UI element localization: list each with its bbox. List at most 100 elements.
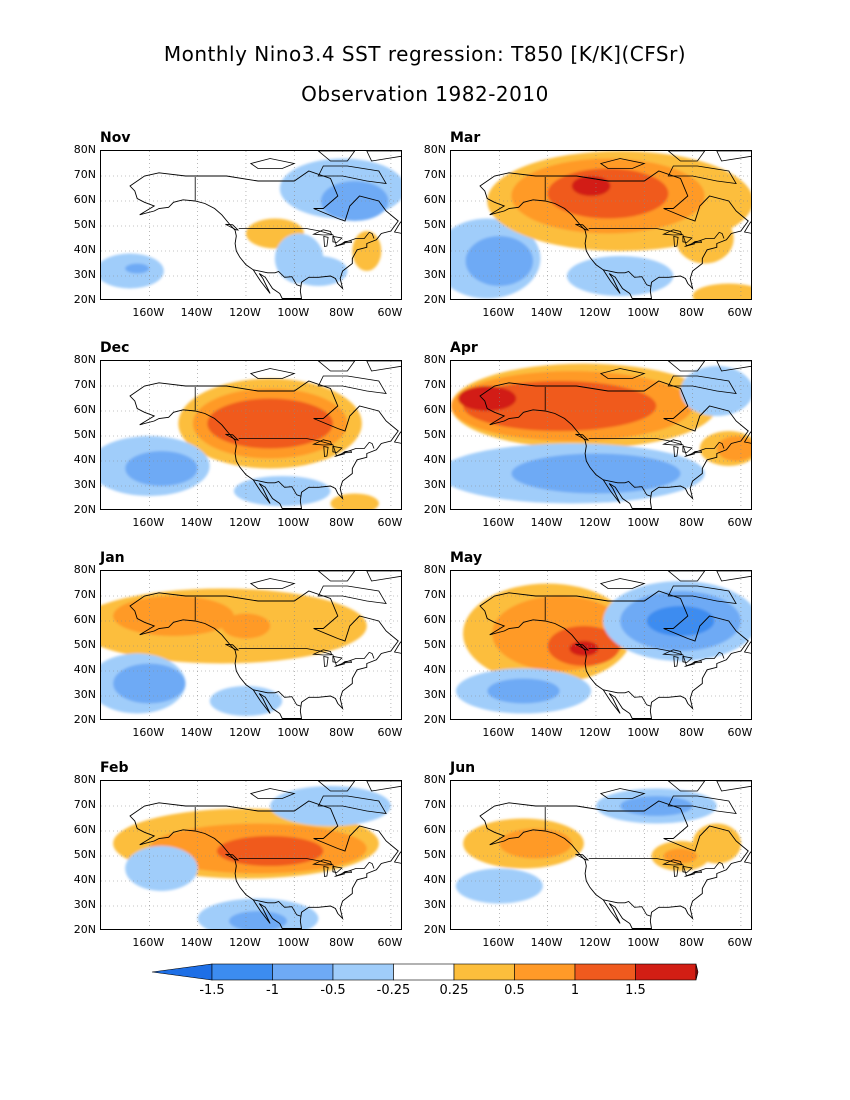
coastline <box>667 571 706 582</box>
lat-tick-label: 80N <box>73 773 96 786</box>
anomaly-contour <box>125 846 198 891</box>
lon-tick-label: 160W <box>482 726 515 739</box>
coastline <box>341 870 353 874</box>
anomaly-contour <box>207 398 333 449</box>
lat-tick-label: 60N <box>423 823 446 836</box>
lon-tick-label: 120W <box>579 936 611 949</box>
coastline <box>317 571 356 582</box>
map-frame <box>450 150 752 300</box>
map-panel-mar: Mar 80N 70N 60N 50N 40N 30N 20N 160W 140W 120W 100W… <box>424 130 753 319</box>
lat-tick-label: 50N <box>423 638 446 651</box>
coastline <box>323 446 329 457</box>
lon-tick-label: 160W <box>132 516 165 529</box>
coastline <box>312 649 333 656</box>
map-canvas <box>451 151 751 299</box>
coastline <box>341 450 353 454</box>
country-border <box>238 858 375 877</box>
lat-tick-label: 60N <box>73 403 96 416</box>
lon-tick-label: 60W <box>727 516 753 529</box>
coastline <box>225 853 240 861</box>
country-border <box>253 689 302 707</box>
coastline <box>716 571 751 582</box>
coastline <box>575 433 590 441</box>
country-border <box>588 438 725 457</box>
colorbar-segment <box>272 963 334 981</box>
coastline <box>323 656 329 667</box>
lat-tick-label: 50N <box>73 428 96 441</box>
lon-tick-label: 100W <box>277 306 310 319</box>
colorbar-tick-label: 1 <box>570 983 580 998</box>
lon-tick-label: 80W <box>679 726 705 739</box>
country-border <box>253 479 302 497</box>
country-border <box>603 899 652 917</box>
coastline <box>479 170 749 299</box>
colorbar <box>151 963 699 981</box>
coastline <box>225 223 240 231</box>
map-frame <box>100 780 402 930</box>
anomaly-contour <box>113 596 234 636</box>
lat-tick-label: 30N <box>73 268 96 281</box>
lon-tick-label: 60W <box>727 306 753 319</box>
lon-tick-label: 100W <box>277 726 310 739</box>
map-canvas <box>451 571 751 719</box>
colorbar-segment <box>635 963 697 981</box>
coastline <box>366 151 401 162</box>
anomaly-contour <box>465 236 534 286</box>
colorbar-tick-label: 1.5 <box>625 983 646 998</box>
coastline <box>743 431 751 444</box>
anomaly-contour <box>663 848 698 864</box>
lon-tick-label: 140W <box>180 936 213 949</box>
lat-tick-label: 50N <box>423 428 446 441</box>
colorbar-segment <box>332 963 394 981</box>
colorbar-max-arrow <box>695 963 699 981</box>
lon-tick-label: 60W <box>727 936 753 949</box>
map-panel-jun: Jun 80N 70N 60N 50N 40N 30N 20N 160W 140W 120W 100W… <box>424 760 753 949</box>
lon-tick-label: 100W <box>627 306 660 319</box>
coastline <box>599 368 646 379</box>
panel-month-label: Feb <box>100 760 129 776</box>
coastline <box>129 590 399 719</box>
lat-tick-label: 50N <box>423 218 446 231</box>
map-panel-jan: Jan 80N 70N 60N 50N 40N 30N 20N 160W 140W 120W 100W… <box>74 550 403 739</box>
coastline <box>667 795 737 815</box>
panel-month-label: Nov <box>100 130 131 146</box>
coastline <box>667 781 706 792</box>
country-border <box>238 228 375 247</box>
lon-tick-label: 120W <box>579 516 611 529</box>
lon-tick-label: 140W <box>530 726 563 739</box>
lon-tick-label: 160W <box>482 516 515 529</box>
lat-tick-label: 70N <box>423 378 446 391</box>
coastline <box>691 660 703 664</box>
lon-tick-label: 160W <box>132 726 165 739</box>
lat-tick-label: 30N <box>423 898 446 911</box>
coastline <box>662 859 683 866</box>
lon-tick-label: 120W <box>579 306 611 319</box>
lon-tick-label: 140W <box>180 306 213 319</box>
coastline <box>599 788 646 799</box>
map-canvas <box>451 781 751 929</box>
lon-tick-label: 60W <box>377 516 403 529</box>
lat-tick-label: 70N <box>423 588 446 601</box>
coastline <box>575 223 590 231</box>
lon-tick-label: 140W <box>180 516 213 529</box>
colorbar-segment <box>453 963 515 981</box>
coastline <box>225 643 240 651</box>
lon-tick-label: 120W <box>229 726 261 739</box>
map-canvas <box>451 361 751 509</box>
anomaly-contour <box>458 386 517 411</box>
coastline <box>743 851 751 864</box>
lon-tick-label: 60W <box>727 726 753 739</box>
lon-tick-label: 160W <box>482 936 515 949</box>
lat-tick-label: 40N <box>73 663 96 676</box>
country-border <box>603 689 652 707</box>
coastline <box>312 859 333 866</box>
coastline <box>673 236 679 247</box>
coastline <box>575 853 590 861</box>
coastline <box>667 165 737 185</box>
anomaly-contour <box>233 476 331 506</box>
lon-tick-label: 160W <box>132 936 165 949</box>
lat-tick-label: 40N <box>73 453 96 466</box>
lat-tick-label: 40N <box>423 663 446 676</box>
colorbar-segment <box>514 963 576 981</box>
anomaly-contour <box>499 828 572 859</box>
